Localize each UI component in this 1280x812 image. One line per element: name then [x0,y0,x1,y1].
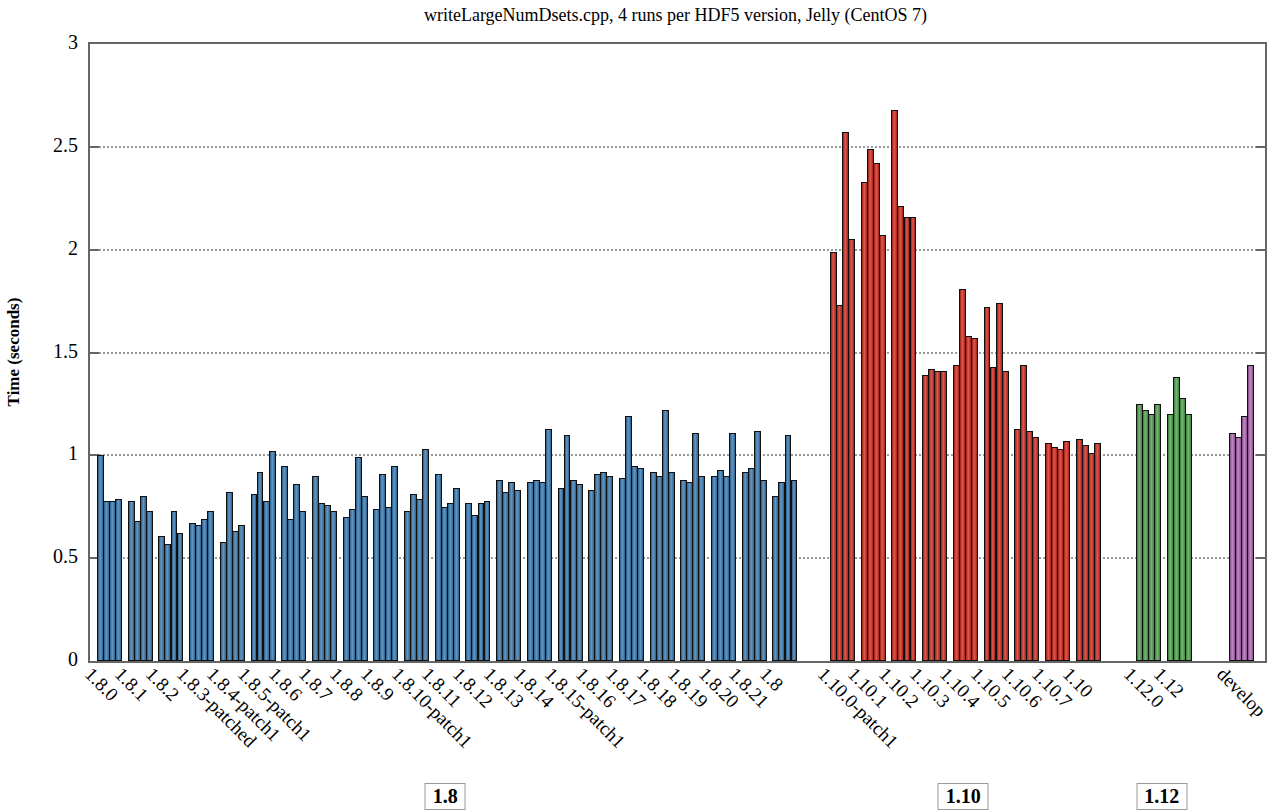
bar-1.10-run4 [1094,443,1101,661]
chart-title: writeLargeNumDsets.cpp, 4 runs per HDF5 … [88,5,1263,26]
bar-1.8.4-patch1-run4 [238,525,245,661]
bar-1.8.11-run4 [453,488,460,661]
chart-page: writeLargeNumDsets.cpp, 4 runs per HDF5 … [0,0,1280,812]
bar-1.8.0-run4 [115,499,122,661]
bar-1.10.6-run4 [1032,437,1039,661]
bar-1.8.20-run4 [729,433,736,661]
x-tick-label: 1.8.9 [357,664,397,704]
y-tick-label: 0.5 [8,546,78,566]
bar-1.8.16-run4 [606,476,613,661]
bar-1.8.21-run4 [760,480,767,661]
bar-1.8.14-run4 [545,429,552,661]
section-label-1.8: 1.8 [425,783,466,810]
bar-1.8.10-patch1-run4 [422,449,429,661]
section-label-1.12: 1.12 [1136,783,1187,810]
bar-1.8.13-run4 [514,490,521,661]
bar-1.10.7-run4 [1063,441,1070,661]
bar-1.10.3-run4 [940,371,947,661]
bar-develop-run4 [1247,365,1254,661]
bar-1.8.15-patch1-run4 [576,484,583,661]
axis-tick [90,249,99,251]
axis-tick [1256,557,1265,559]
axis-tick [1256,146,1265,148]
bar-1.8.8-run4 [361,496,368,661]
bar-1.8.19-run4 [698,476,705,661]
bar-1.8-run4 [791,480,798,661]
bar-1.10.0-patch1-run4 [848,239,855,661]
y-tick-label: 1.5 [8,341,78,361]
bar-1.10.5-run4 [1002,371,1009,661]
bar-1.8.2-run4 [177,533,184,661]
x-tick-label: 1.8.7 [296,664,336,704]
bar-1.8.17-run4 [637,468,644,661]
bar-1.12.0-run4 [1154,404,1161,661]
section-label-1.10: 1.10 [938,783,989,810]
gridline [90,146,1265,148]
bar-1.8.3-patched-run4 [207,511,214,661]
axis-tick [1256,249,1265,251]
bar-1.8.12-run4 [484,501,491,661]
bar-1.10.4-run4 [971,338,978,661]
bar-1.8.18-run4 [668,472,675,661]
bar-1.12-run4 [1185,414,1192,661]
y-tick-label: 0 [8,649,78,669]
x-tick-label: develop [1213,664,1269,720]
x-tick-label: 1.8.0 [81,664,121,704]
y-tick-label: 2.5 [8,135,78,155]
bar-1.10.1-run4 [879,235,886,661]
bar-1.8.6-run4 [299,511,306,661]
y-tick-label: 2 [8,238,78,258]
plot-area [88,42,1267,663]
bar-1.8.7-run4 [330,511,337,661]
axis-tick [1256,454,1265,456]
x-tick-label: 1.8.1 [112,664,152,704]
bar-1.8.9-run4 [391,466,398,661]
bar-1.8.1-run4 [146,511,153,661]
y-tick-label: 1 [8,443,78,463]
gridline [90,249,1265,251]
gridline [90,352,1265,354]
axis-tick [1256,352,1265,354]
bar-1.8.5-patch1-run4 [269,451,276,661]
x-tick-label: 1.8.8 [327,664,367,704]
axis-tick [90,146,99,148]
axis-tick [90,352,99,354]
bar-1.10.2-run4 [910,217,917,661]
y-tick-label: 3 [8,32,78,52]
x-tick-label: 1.8.2 [142,664,182,704]
